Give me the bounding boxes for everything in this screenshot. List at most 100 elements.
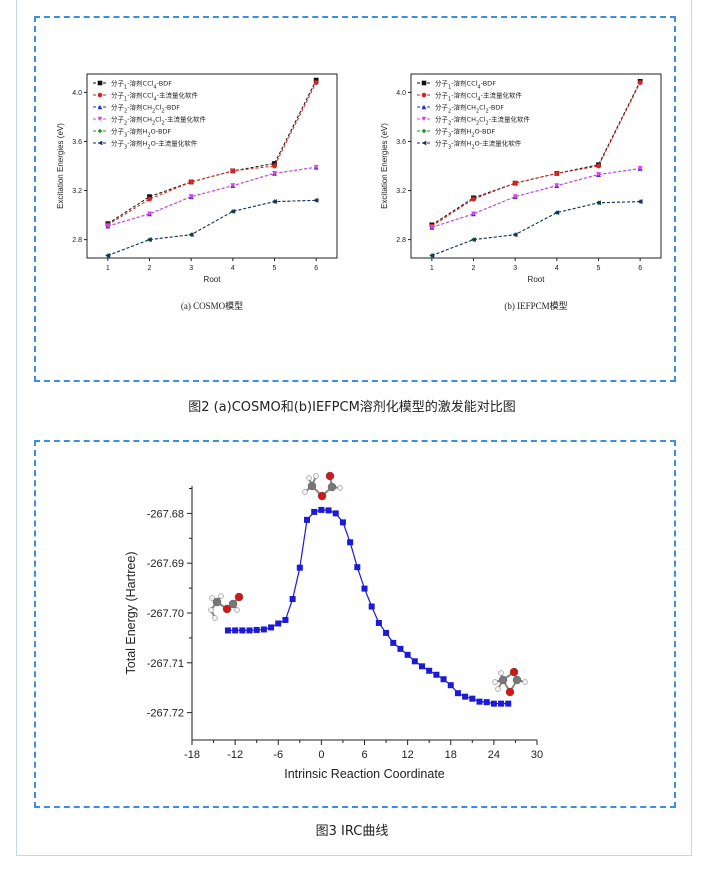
data-point	[105, 253, 111, 258]
legend-entry-3: 分子2-溶剂CH2Cl2-主流量化软件	[435, 115, 531, 127]
irc-point	[253, 626, 260, 633]
irc-point	[476, 698, 483, 705]
x-axis-label: Root	[528, 275, 546, 284]
y-tick-label: 2.8	[396, 237, 406, 244]
data-point	[230, 168, 236, 174]
x-tick-label: -6	[273, 749, 283, 761]
x-tick-label: 6	[638, 265, 642, 272]
irc-point	[433, 671, 440, 678]
data-point	[429, 253, 435, 258]
y-tick-label: 3.6	[72, 139, 82, 146]
legend-marker	[97, 92, 103, 98]
legend-entry-5: 分子3-溶剂H2O-主流量化软件	[435, 139, 522, 151]
x-tick-label: 3	[189, 265, 193, 272]
irc-point	[260, 626, 267, 633]
data-point	[188, 194, 194, 200]
data-point	[637, 199, 643, 204]
figure2-caption: 图2 (a)COSMO和(b)IEFPCM溶剂化模型的激发能对比图	[188, 400, 516, 415]
irc-point	[411, 658, 418, 665]
molecule-product-icon	[492, 667, 528, 697]
legend-marker	[421, 116, 427, 122]
excitation-chart-a: 1 2 3 4 5 6 2.8 3.2 3.6 4.0 Root Excitation Energie…	[56, 73, 338, 311]
irc-point	[296, 564, 303, 571]
irc-point	[275, 620, 282, 627]
irc-point	[339, 519, 346, 526]
legend-entry-4: 分子3-溶剂H2O-BDF	[111, 127, 171, 139]
data-point	[147, 211, 152, 217]
irc-point	[454, 690, 461, 697]
x-tick-label: 0	[318, 749, 324, 761]
irc-point	[304, 516, 310, 523]
x-tick-label: 12	[402, 749, 414, 761]
y-tick-label: 4.0	[396, 90, 406, 97]
y-tick-label: 2.8	[72, 237, 82, 244]
x-tick-label: 24	[488, 749, 500, 761]
y-tick-label: 4.0	[72, 90, 82, 97]
plot-frame	[410, 73, 662, 259]
data-point	[554, 170, 560, 176]
x-tick-label: 18	[445, 749, 457, 761]
data-point	[313, 80, 319, 85]
irc-point	[347, 539, 354, 546]
panel-subtitle: (a) COSMO模型	[181, 301, 243, 311]
x-tick-label: 30	[531, 749, 543, 761]
x-tick-label: 6	[361, 749, 367, 761]
article-frame	[16, 0, 692, 856]
irc-point	[469, 695, 476, 702]
irc-point	[368, 603, 375, 610]
data-point	[471, 196, 476, 202]
irc-point	[375, 619, 382, 626]
series-line-4	[107, 199, 317, 257]
molecule-transition-icon	[302, 471, 343, 501]
series-line-1	[431, 82, 641, 227]
irc-point	[483, 699, 490, 706]
irc-point	[404, 651, 411, 658]
x-tick-label: 2	[472, 265, 476, 272]
irc-point	[505, 700, 512, 707]
data-point	[147, 194, 152, 200]
legend-marker	[421, 140, 427, 146]
irc-point	[289, 596, 296, 603]
data-point	[596, 163, 601, 169]
series-line-1	[107, 82, 317, 226]
y-tick-label: -267.72	[147, 708, 184, 720]
figure3-caption: 图3 IRC曲线	[315, 824, 389, 839]
irc-point	[390, 639, 397, 646]
data-point	[188, 179, 194, 185]
y-tick-label: 3.2	[72, 188, 82, 195]
legend-marker	[97, 128, 103, 134]
irc-point	[383, 629, 390, 636]
y-tick-label: 3.2	[396, 188, 406, 195]
irc-point	[282, 616, 289, 623]
data-point	[554, 210, 560, 216]
x-axis-label: Intrinsic Reaction Coordinate	[284, 767, 445, 781]
data-point	[471, 237, 476, 242]
data-point	[230, 208, 236, 214]
series-line-3	[107, 166, 317, 227]
legend-marker	[97, 80, 103, 86]
series-line-2	[431, 167, 641, 228]
irc-point	[268, 624, 275, 631]
irc-point	[361, 585, 368, 592]
irc-point	[239, 627, 246, 634]
figure2-frame	[34, 16, 676, 382]
data-point	[596, 200, 601, 206]
legend-entry-0: 分子1-溶剂CCl4-BDF	[111, 79, 172, 91]
y-axis-label: Excitation Energies (eV)	[380, 123, 389, 209]
irc-point	[246, 627, 253, 634]
data-point	[596, 172, 601, 177]
data-point	[637, 166, 643, 171]
legend-entry-2: 分子2-溶剂CH2Cl2-BDF	[435, 103, 504, 115]
irc-point	[426, 667, 433, 674]
series-line-0	[107, 79, 317, 225]
x-tick-label: 1	[430, 265, 434, 272]
legend-marker	[97, 140, 103, 146]
data-point	[471, 211, 476, 217]
legend-entry-5: 分子3-溶剂H2O-主流量化软件	[111, 139, 198, 151]
data-point	[105, 223, 111, 229]
x-axis-label: Root	[204, 275, 222, 284]
x-tick-label: 2	[148, 265, 152, 272]
plot-frame	[86, 73, 338, 259]
legend-marker	[421, 80, 427, 86]
